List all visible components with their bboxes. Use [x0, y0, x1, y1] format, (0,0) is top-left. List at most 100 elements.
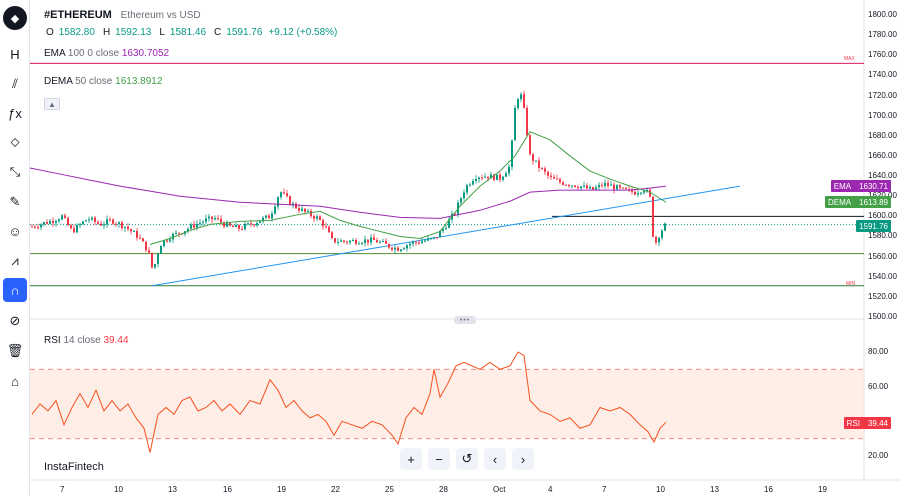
- candle-body: [64, 215, 66, 218]
- price-tick-label: 1640.00: [868, 171, 897, 181]
- ema-value: 1630.7052: [121, 48, 170, 59]
- candle-body: [577, 187, 579, 189]
- hide-drawings-icon: ⊘: [9, 313, 21, 328]
- brush-tool[interactable]: ✎: [3, 190, 27, 214]
- lines-tool[interactable]: ⫽: [3, 72, 27, 96]
- candle-body: [481, 177, 483, 179]
- ema-params: 100 0 close: [67, 48, 120, 59]
- candle-body: [532, 154, 534, 162]
- candle-body: [460, 198, 462, 203]
- zoom-out-button[interactable]: −: [428, 448, 450, 470]
- candle-body: [133, 230, 135, 232]
- candle-body: [238, 224, 240, 229]
- candle-body: [619, 185, 621, 188]
- candle-body: [247, 223, 249, 225]
- rsi-legend[interactable]: RSI 14 close 39.44: [44, 335, 129, 346]
- candle-body: [286, 193, 288, 197]
- candle-body: [196, 224, 198, 228]
- pattern-tool[interactable]: ⬦: [3, 130, 27, 154]
- candle-body: [376, 240, 378, 243]
- candle-body: [508, 166, 510, 174]
- candle-body: [172, 233, 174, 240]
- emoji-tool[interactable]: ☺: [3, 219, 27, 243]
- candle-body: [205, 218, 207, 222]
- scroll-right-button[interactable]: ›: [512, 448, 534, 470]
- zoom-in-button[interactable]: +: [400, 448, 422, 470]
- prediction-tool[interactable]: ⤡: [3, 160, 27, 184]
- emoji-icon: ☺: [8, 223, 22, 239]
- candle-body: [427, 238, 429, 241]
- trash-tool[interactable]: 🗑: [3, 339, 27, 363]
- candle-body: [301, 208, 303, 211]
- fibonacci-tool[interactable]: ƒx: [3, 101, 27, 125]
- candle-body: [625, 187, 627, 189]
- candle-body: [346, 241, 348, 243]
- candle-body: [214, 218, 216, 220]
- candle-body: [463, 192, 465, 199]
- rsi-tick-label: 80.00: [868, 347, 889, 356]
- candle-body: [412, 241, 414, 244]
- candle-body: [517, 99, 519, 108]
- candle-body: [553, 176, 555, 179]
- candle-body: [601, 184, 603, 187]
- candle-body: [550, 175, 552, 177]
- time-tick-label: 16: [764, 485, 773, 494]
- candle-body: [613, 184, 615, 190]
- candle-body: [70, 225, 72, 229]
- candle-body: [589, 187, 591, 189]
- measure-tool[interactable]: ⩘: [3, 249, 27, 273]
- price-tick-label: 1740.00: [868, 70, 897, 80]
- magnet-tool[interactable]: ∩: [3, 278, 27, 302]
- candle-body: [292, 203, 294, 205]
- candle-body: [436, 237, 438, 239]
- candle-body: [394, 247, 396, 250]
- candle-body: [373, 237, 375, 241]
- time-tick-label: 13: [710, 485, 719, 494]
- candle-body: [466, 185, 468, 193]
- trash-icon: 🗑: [6, 343, 24, 358]
- dema-legend[interactable]: DEMA 50 close 1613.8912: [44, 76, 162, 87]
- crosshair-tool[interactable]: H: [3, 42, 27, 66]
- candle-body: [418, 242, 420, 244]
- magnet-icon: ∩: [10, 282, 20, 298]
- rsi-band: [30, 369, 864, 439]
- candle-body: [664, 223, 666, 231]
- candle-body: [379, 241, 381, 243]
- candle-body: [406, 245, 408, 249]
- candle-body: [559, 179, 561, 183]
- candle-body: [637, 193, 639, 195]
- candle-body: [595, 187, 597, 190]
- candle-body: [472, 180, 474, 185]
- reset-button[interactable]: ↺: [456, 448, 478, 470]
- candle-body: [571, 185, 573, 187]
- candle-body: [544, 168, 546, 172]
- collapse-legend-button[interactable]: ▲: [44, 98, 60, 110]
- symbol-name[interactable]: #ETHEREUM: [44, 9, 112, 21]
- candle-body: [109, 219, 111, 221]
- candle-body: [76, 225, 78, 233]
- candle-body: [535, 160, 537, 162]
- candle-body: [148, 250, 150, 253]
- candle-body: [79, 224, 81, 226]
- hide-drawings-tool[interactable]: ⊘: [3, 309, 27, 333]
- ohlc-key: L: [159, 27, 165, 38]
- ohlc-key: C: [214, 27, 222, 38]
- ema-legend[interactable]: EMA 100 0 close 1630.7052: [44, 48, 169, 59]
- lock-tool[interactable]: ⌂: [3, 369, 27, 393]
- candle-body: [475, 179, 477, 181]
- rsi-price-tag: RSI 39.44: [843, 417, 891, 429]
- logo-tool[interactable]: ◆: [3, 6, 27, 30]
- candle-body: [400, 249, 402, 252]
- candle-body: [586, 185, 588, 189]
- candle-body: [364, 239, 366, 243]
- price-tick-label: 1680.00: [868, 130, 897, 140]
- candle-body: [115, 223, 117, 225]
- ohlc-legend: O 1582.80 H 1592.13 L 1581.46 C 1591.76 +9.12 (+…: [44, 27, 343, 38]
- pane-divider-handle[interactable]: •••: [454, 316, 476, 324]
- candle-body: [454, 213, 456, 215]
- scroll-left-button[interactable]: ‹: [484, 448, 506, 470]
- candle-body: [37, 227, 39, 229]
- candle-body: [151, 252, 153, 268]
- candle-body: [310, 210, 312, 217]
